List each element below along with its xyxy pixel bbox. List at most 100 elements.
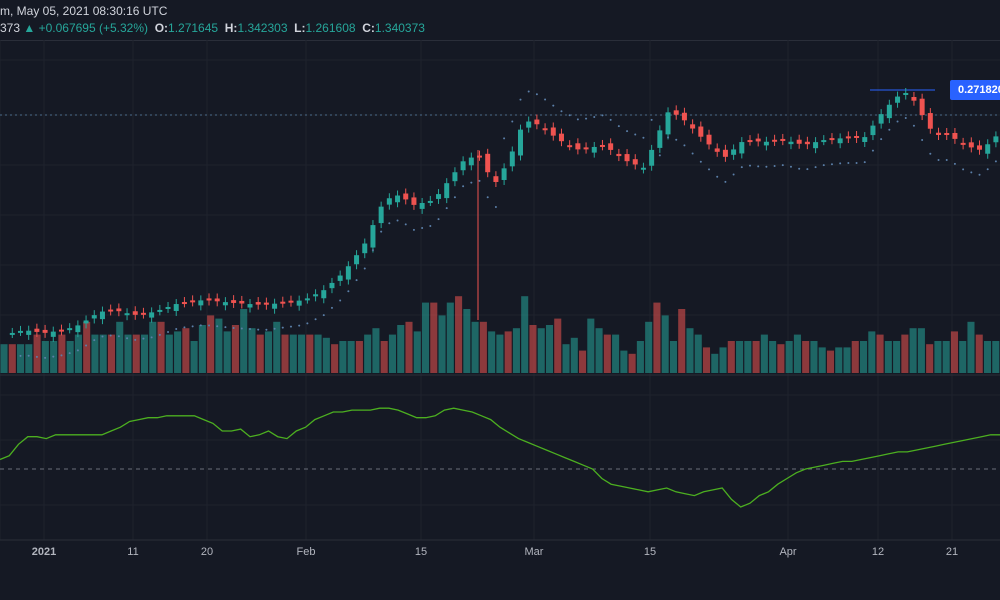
candle-body [263,302,269,305]
candle-body [468,157,474,166]
volume-bar [388,334,396,373]
volume-bar [446,302,454,373]
candle-body [181,302,187,305]
volume-bar [545,325,554,373]
volume-bar [372,328,380,373]
candle-body [575,143,581,150]
volume-bar [653,302,661,373]
x-tick-label: 11 [127,546,138,558]
volume-bar [678,309,686,373]
volume-bar [190,341,198,373]
sar-dot [355,279,358,282]
sar-dot [134,338,137,341]
candle-body [419,202,425,209]
candle-body [558,133,564,142]
sar-dot [749,164,751,167]
candle-body [378,206,384,224]
sar-dot [199,324,202,327]
volume-bar [66,341,74,373]
candle-body [460,161,466,171]
sar-dot [470,181,473,184]
sar-dot [593,115,596,118]
volume-bar [223,331,231,373]
volume-bar [521,296,529,373]
volume-bar [140,334,149,373]
volume-bar [810,341,818,373]
sar-dot [519,98,522,101]
volume-bar [959,341,967,373]
sar-dot [265,328,268,331]
candle-body [649,149,655,166]
parabolic-sar-dots [19,90,997,359]
volume-bar [736,341,744,373]
sar-dot [27,354,30,357]
sar-dot [789,165,792,168]
x-tick-label: 15 [644,546,656,558]
volume-bar [339,341,347,373]
volume-bar [909,328,917,373]
sar-dot [19,354,22,357]
x-tick-label: 20 [201,546,213,558]
sar-dot [675,138,678,141]
time-axis: 2021 11 20 Feb 15 Mar 15 Apr 12 21 [32,546,958,558]
close-label: C: [362,21,375,35]
volume-bar [876,334,884,373]
sar-dot [347,290,350,293]
volume-bar [983,341,992,373]
sar-dot [232,326,235,329]
volume-bar [636,341,644,373]
volume-bar [165,334,173,373]
sar-dot [158,333,161,336]
volume-bar [727,341,735,373]
sar-dot [863,161,866,164]
sar-dot [421,226,424,229]
volume-bar [785,341,793,373]
candle-body [427,200,433,203]
sar-dot [388,222,391,225]
candle-body [878,114,884,124]
sar-dot [60,354,63,357]
volume-bar [661,315,669,373]
sar-dot [822,164,825,167]
candle-body [452,172,458,182]
candle-body [304,298,310,301]
volume-bar [413,331,421,373]
candle-body [140,312,146,315]
sar-dot [634,133,637,136]
volume-bar [934,341,942,373]
volume-bar [645,321,653,373]
sar-dot [716,175,719,178]
sar-dot [175,328,178,331]
candle-body [354,255,360,265]
candle-body [493,176,499,182]
volume-bar [8,344,16,373]
candle-body [944,133,950,135]
candle-body [927,113,933,129]
volume-bar [306,334,314,373]
sar-dot [871,149,874,152]
volume-bar [331,344,339,373]
candle-body [485,153,491,173]
sar-dot [412,228,415,231]
sar-dot [544,98,547,101]
candle-body [796,139,802,144]
candles [9,88,999,342]
sar-dot [986,168,989,171]
candle-body [534,119,540,125]
candle-body [813,142,819,149]
volume-bar [479,321,487,373]
high-value: 1.342303 [237,21,288,35]
candle-body [17,330,23,333]
candle-body [550,127,556,136]
candle-body [731,149,737,155]
candle-body [296,300,302,306]
sar-dot [191,325,194,328]
volume-bar [207,315,215,373]
candle-body [272,303,278,309]
candle-body [960,142,966,145]
candle-body [198,300,204,306]
candle-body [681,112,687,121]
volume-bar [612,334,620,373]
sar-dot [281,326,284,329]
